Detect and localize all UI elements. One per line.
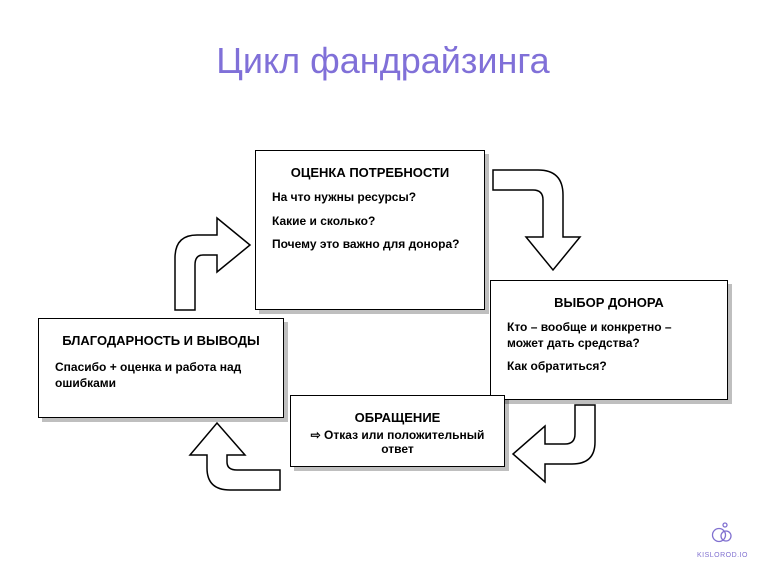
box-appeal-subtitle: ⇨ Отказ или положительный ответ (307, 428, 488, 456)
box-assessment-line: На что нужны ресурсы? (272, 190, 468, 206)
box-assessment-line: Какие и сколько? (272, 214, 468, 230)
arrow-assessment-to-donor (488, 155, 588, 275)
logo: KISLOROD.IO (697, 519, 748, 559)
box-thanks-line: Спасибо + оценка и работа над ошибками (55, 360, 267, 391)
box-donor: ВЫБОР ДОНОРА Кто – вообще и конкретно – … (490, 280, 728, 400)
box-donor-title: ВЫБОР ДОНОРА (507, 295, 711, 310)
box-assessment: ОЦЕНКА ПОТРЕБНОСТИ На что нужны ресурсы?… (255, 150, 485, 310)
arrow-appeal-to-thanks (175, 420, 285, 515)
box-donor-line: Как обратиться? (507, 359, 711, 375)
arrow-thanks-to-assessment (155, 200, 255, 315)
box-assessment-line: Почему это важно для донора? (272, 237, 468, 253)
arrow-donor-to-appeal (510, 402, 620, 502)
box-appeal: ОБРАЩЕНИЕ ⇨ Отказ или положительный отве… (290, 395, 505, 467)
box-assessment-title: ОЦЕНКА ПОТРЕБНОСТИ (272, 165, 468, 180)
logo-text: KISLOROD.IO (697, 552, 748, 559)
page-title: Цикл фандрайзинга (0, 40, 766, 82)
box-donor-line: Кто – вообще и конкретно – может дать ср… (507, 320, 711, 351)
box-thanks: БЛАГОДАРНОСТЬ И ВЫВОДЫ Спасибо + оценка … (38, 318, 284, 418)
box-thanks-title: БЛАГОДАРНОСТЬ И ВЫВОДЫ (55, 333, 267, 348)
box-appeal-title: ОБРАЩЕНИЕ (307, 410, 488, 425)
logo-icon (709, 519, 735, 545)
